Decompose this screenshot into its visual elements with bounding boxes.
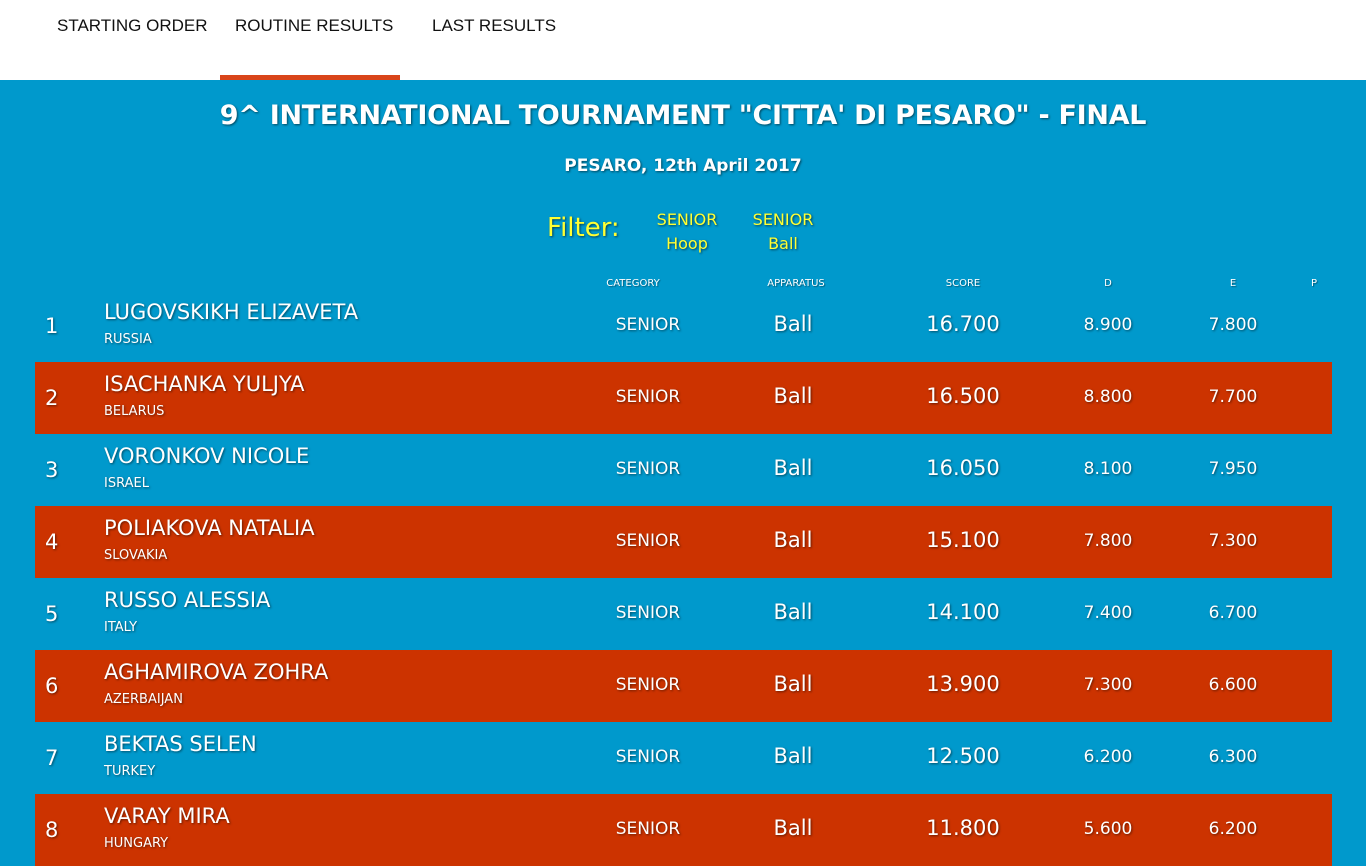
apparatus-cell: Ball bbox=[773, 456, 813, 480]
active-tab-indicator bbox=[220, 75, 400, 80]
column-header-category: CATEGORY bbox=[606, 278, 660, 289]
column-header-d: D bbox=[1104, 278, 1112, 289]
category-cell: SENIOR bbox=[615, 531, 681, 551]
e-score-cell: 6.600 bbox=[1208, 675, 1258, 695]
athlete-name: POLIAKOVA NATALIA bbox=[104, 516, 315, 540]
d-score-cell: 7.800 bbox=[1083, 531, 1133, 551]
page-subtitle: PESARO, 12th April 2017 bbox=[564, 156, 802, 176]
d-score-cell: 5.600 bbox=[1083, 819, 1133, 839]
e-score-cell: 7.300 bbox=[1208, 531, 1258, 551]
athlete-nation: ITALY bbox=[104, 620, 138, 635]
category-cell: SENIOR bbox=[615, 603, 681, 623]
d-score-cell: 8.800 bbox=[1083, 387, 1133, 407]
table-row[interactable]: 7 BEKTAS SELEN TURKEY SENIOR Ball 12.500… bbox=[35, 722, 1332, 794]
rank: 1 bbox=[45, 314, 59, 338]
rank: 7 bbox=[45, 746, 59, 770]
column-header-apparatus: APPARATUS bbox=[767, 278, 825, 289]
athlete-nation: BELARUS bbox=[104, 404, 165, 419]
apparatus-cell: Ball bbox=[773, 312, 813, 336]
athlete-nation: HUNGARY bbox=[104, 836, 169, 851]
column-header-p: P bbox=[1310, 278, 1318, 289]
athlete-nation: TURKEY bbox=[104, 764, 156, 779]
e-score-cell: 6.300 bbox=[1208, 747, 1258, 767]
apparatus-cell: Ball bbox=[773, 744, 813, 768]
athlete-name: LUGOVSKIKH ELIZAVETA bbox=[104, 300, 359, 324]
rank: 8 bbox=[45, 818, 59, 842]
tab-last-results[interactable]: LAST RESULTS bbox=[432, 16, 557, 35]
filter-option-apparatus: Ball bbox=[768, 234, 798, 253]
category-cell: SENIOR bbox=[615, 747, 681, 767]
e-score-cell: 7.700 bbox=[1208, 387, 1258, 407]
score-cell: 16.500 bbox=[926, 384, 1000, 408]
d-score-cell: 7.400 bbox=[1083, 603, 1133, 623]
e-score-cell: 6.700 bbox=[1208, 603, 1258, 623]
filter-option-category: SENIOR bbox=[656, 210, 718, 229]
column-header-score: SCORE bbox=[945, 278, 981, 289]
filter-option-apparatus: Hoop bbox=[666, 234, 708, 253]
apparatus-cell: Ball bbox=[773, 816, 813, 840]
athlete-name: ISACHANKA YULJYA bbox=[104, 372, 305, 396]
tab-starting-order[interactable]: STARTING ORDER bbox=[57, 16, 208, 35]
d-score-cell: 8.900 bbox=[1083, 315, 1133, 335]
apparatus-cell: Ball bbox=[773, 672, 813, 696]
filter-label: Filter: bbox=[547, 213, 620, 243]
table-row[interactable]: 4 POLIAKOVA NATALIA SLOVAKIA SENIOR Ball… bbox=[35, 506, 1332, 578]
score-cell: 16.700 bbox=[926, 312, 1000, 336]
score-cell: 16.050 bbox=[926, 456, 1000, 480]
athlete-name: AGHAMIROVA ZOHRA bbox=[104, 660, 329, 684]
score-cell: 12.500 bbox=[926, 744, 1000, 768]
page-title: 9^ INTERNATIONAL TOURNAMENT "CITTA' DI P… bbox=[219, 100, 1147, 131]
e-score-cell: 7.950 bbox=[1208, 459, 1258, 479]
athlete-nation: AZERBAIJAN bbox=[104, 692, 183, 707]
tab-routine-results[interactable]: ROUTINE RESULTS bbox=[235, 16, 394, 35]
athlete-name: VARAY MIRA bbox=[104, 804, 230, 828]
results-panel: 9^ INTERNATIONAL TOURNAMENT "CITTA' DI P… bbox=[0, 80, 1366, 866]
rank: 4 bbox=[45, 530, 59, 554]
table-row[interactable]: 6 AGHAMIROVA ZOHRA AZERBAIJAN SENIOR Bal… bbox=[35, 650, 1332, 722]
e-score-cell: 7.800 bbox=[1208, 315, 1258, 335]
athlete-nation: SLOVAKIA bbox=[104, 548, 168, 563]
score-cell: 14.100 bbox=[926, 600, 1000, 624]
d-score-cell: 8.100 bbox=[1083, 459, 1133, 479]
table-row[interactable]: 3 VORONKOV NICOLE ISRAEL SENIOR Ball 16.… bbox=[35, 434, 1332, 506]
apparatus-cell: Ball bbox=[773, 384, 813, 408]
athlete-nation: RUSSIA bbox=[104, 332, 152, 347]
athlete-nation: ISRAEL bbox=[104, 476, 149, 491]
rank: 3 bbox=[45, 458, 59, 482]
score-cell: 13.900 bbox=[926, 672, 1000, 696]
category-cell: SENIOR bbox=[615, 387, 681, 407]
athlete-name: RUSSO ALESSIA bbox=[104, 588, 271, 612]
filter-option-category: SENIOR bbox=[752, 210, 814, 229]
filter-senior-ball[interactable]: SENIOR Ball bbox=[738, 208, 828, 256]
rank: 5 bbox=[45, 602, 59, 626]
category-cell: SENIOR bbox=[615, 315, 681, 335]
d-score-cell: 7.300 bbox=[1083, 675, 1133, 695]
athlete-name: VORONKOV NICOLE bbox=[104, 444, 310, 468]
top-nav: STARTING ORDER ROUTINE RESULTS LAST RESU… bbox=[0, 0, 1366, 80]
table-row[interactable]: 2 ISACHANKA YULJYA BELARUS SENIOR Ball 1… bbox=[35, 362, 1332, 434]
filter-senior-hoop[interactable]: SENIOR Hoop bbox=[642, 208, 732, 256]
column-header-e: E bbox=[1229, 278, 1237, 289]
apparatus-cell: Ball bbox=[773, 600, 813, 624]
score-cell: 15.100 bbox=[926, 528, 1000, 552]
table-row[interactable]: 5 RUSSO ALESSIA ITALY SENIOR Ball 14.100… bbox=[35, 578, 1332, 650]
table-row[interactable]: 8 VARAY MIRA HUNGARY SENIOR Ball 11.800 … bbox=[35, 794, 1332, 866]
score-cell: 11.800 bbox=[926, 816, 1000, 840]
category-cell: SENIOR bbox=[615, 459, 681, 479]
rank: 2 bbox=[45, 386, 59, 410]
category-cell: SENIOR bbox=[615, 675, 681, 695]
e-score-cell: 6.200 bbox=[1208, 819, 1258, 839]
rank: 6 bbox=[45, 674, 59, 698]
results-table: 1 LUGOVSKIKH ELIZAVETA RUSSIA SENIOR Bal… bbox=[35, 290, 1332, 866]
d-score-cell: 6.200 bbox=[1083, 747, 1133, 767]
category-cell: SENIOR bbox=[615, 819, 681, 839]
apparatus-cell: Ball bbox=[773, 528, 813, 552]
athlete-name: BEKTAS SELEN bbox=[104, 732, 257, 756]
table-row[interactable]: 1 LUGOVSKIKH ELIZAVETA RUSSIA SENIOR Bal… bbox=[35, 290, 1332, 362]
